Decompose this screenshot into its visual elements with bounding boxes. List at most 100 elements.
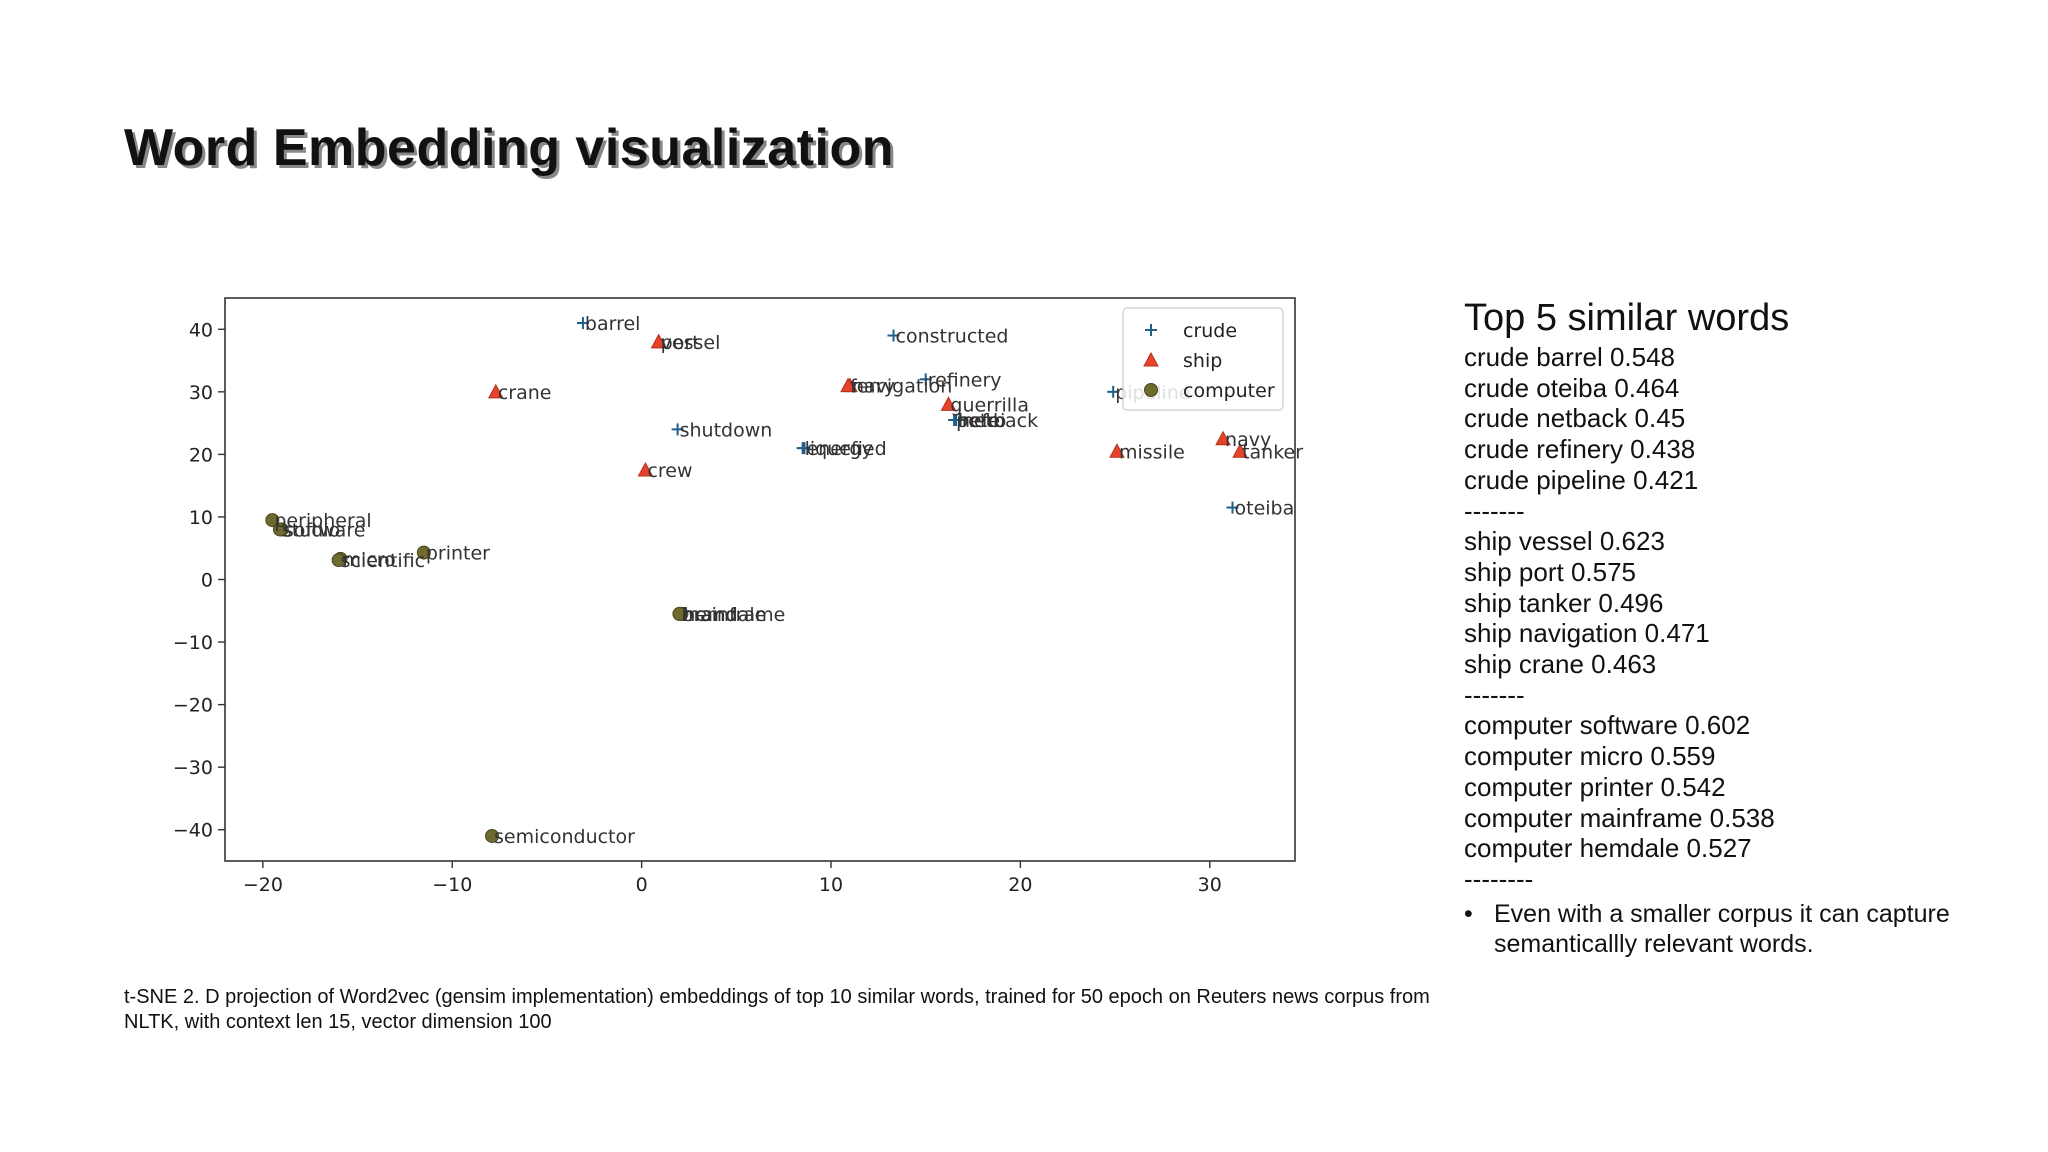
computer-legend-marker bbox=[1144, 383, 1158, 397]
crude-point bbox=[671, 423, 684, 436]
crude-point bbox=[576, 317, 589, 330]
y-tick-label: 10 bbox=[189, 507, 213, 529]
point-label: navy bbox=[1225, 429, 1271, 451]
legend: crude ship computer bbox=[1122, 307, 1284, 411]
ship-legend-marker bbox=[1143, 351, 1159, 367]
similar-words-panel: Top 5 similar words crude barrel 0.548 cr… bbox=[1464, 296, 2024, 960]
similarity-line: computer printer 0.542 bbox=[1464, 771, 1726, 802]
point-label: micro bbox=[343, 549, 396, 571]
point-label: vessel bbox=[661, 332, 721, 354]
point-label: hemdale bbox=[683, 604, 766, 626]
y-tick-label: −30 bbox=[173, 757, 213, 779]
y-tick-label: 30 bbox=[189, 382, 213, 404]
point-label: constructed bbox=[896, 326, 1009, 348]
separator-line: ------- bbox=[1464, 679, 1525, 710]
legend-entry: computer bbox=[1183, 380, 1275, 402]
point-label: missile bbox=[1119, 441, 1185, 463]
computer-point bbox=[272, 522, 287, 537]
point-label: oteiba bbox=[1235, 498, 1295, 520]
similar-words-list: crude barrel 0.548 crude oteiba 0.464 crud… bbox=[1464, 342, 2024, 895]
panel-heading: Top 5 similar words bbox=[1464, 297, 1790, 339]
y-tick-label: −20 bbox=[173, 695, 213, 717]
x-tick-label: 20 bbox=[1008, 874, 1032, 896]
ship-point bbox=[1215, 430, 1231, 446]
similarity-line: crude refinery 0.438 bbox=[1464, 434, 1696, 465]
note-text: Even with a smaller corpus it can captur… bbox=[1494, 899, 1950, 959]
ship-point bbox=[1232, 443, 1248, 458]
x-tick-label: 10 bbox=[819, 874, 843, 896]
y-tick-label: 20 bbox=[189, 444, 213, 466]
crude-point bbox=[1107, 385, 1120, 398]
point-label: crane bbox=[498, 382, 552, 404]
y-tick-label: −40 bbox=[173, 820, 213, 842]
point-label: software bbox=[284, 519, 366, 541]
point-label: mainframe bbox=[682, 604, 786, 626]
ship-point bbox=[637, 461, 654, 477]
similarity-line: ship port 0.575 bbox=[1464, 556, 1637, 587]
point-label: netback bbox=[962, 410, 1038, 432]
similarity-line: crude pipeline 0.421 bbox=[1464, 464, 1699, 495]
x-tick-label: 30 bbox=[1198, 874, 1222, 896]
point-label: petro bbox=[956, 410, 1006, 432]
point-label: semiconductor bbox=[494, 826, 635, 848]
similarity-line: crude barrel 0.548 bbox=[1464, 342, 1676, 372]
crude-point bbox=[919, 373, 932, 386]
point-label: liquefied bbox=[805, 438, 887, 460]
crude-point bbox=[1226, 501, 1239, 514]
similarity-line: computer hemdale 0.527 bbox=[1464, 833, 1752, 864]
computer-point bbox=[265, 513, 280, 528]
similarity-line: crude oteiba 0.464 bbox=[1464, 372, 1680, 403]
point-label: studio bbox=[282, 519, 340, 541]
ship-point bbox=[1109, 443, 1125, 458]
figure-caption: t-SNE 2. D projection of Word2vec (gensi… bbox=[124, 986, 1430, 1033]
slide-title: Word Embedding visualization bbox=[124, 119, 894, 177]
y-tick-label: 40 bbox=[189, 319, 213, 341]
x-tick-label: −10 bbox=[432, 874, 472, 896]
tsne-scatter-chart: −20 −10 0 10 20 30 40 30 20 10 0 −10 −20 −30 −40 barre… bbox=[173, 297, 1303, 896]
computer-point bbox=[485, 828, 500, 843]
similarity-line: computer software 0.602 bbox=[1464, 710, 1751, 741]
legend-entry: ship bbox=[1183, 350, 1222, 372]
legend-entry: crude bbox=[1183, 320, 1237, 342]
crude-legend-marker bbox=[1145, 324, 1157, 336]
point-label: guerrilla bbox=[950, 394, 1029, 416]
separator-line: -------- bbox=[1464, 863, 1534, 894]
point-label: port bbox=[661, 332, 700, 354]
similarity-line: computer micro 0.559 bbox=[1464, 741, 1716, 772]
similarity-line: ship navigation 0.471 bbox=[1464, 618, 1710, 649]
note-bullet: • Even with a smaller corpus it can capt… bbox=[1464, 899, 2024, 960]
similarity-line: crude netback 0.45 bbox=[1464, 403, 1686, 434]
point-label: navigation bbox=[852, 376, 952, 398]
point-label: refinery bbox=[928, 369, 1002, 391]
point-label: hefei bbox=[958, 410, 1005, 432]
point-label: scientific bbox=[341, 550, 426, 572]
ship-point bbox=[650, 333, 667, 349]
ship-point bbox=[487, 383, 504, 399]
data-points bbox=[265, 317, 1248, 843]
computer-point bbox=[416, 545, 431, 560]
crude-point bbox=[948, 413, 961, 426]
crude-point bbox=[798, 442, 811, 455]
bullet-dot: • bbox=[1464, 899, 1473, 928]
y-tick-label: −10 bbox=[173, 632, 213, 654]
crude-point bbox=[887, 329, 900, 342]
axis-ticks: −20 −10 0 10 20 30 40 30 20 10 0 −10 −20 −30 −40 bbox=[173, 319, 1222, 896]
similarity-line: ship vessel 0.623 bbox=[1464, 526, 1665, 557]
point-label: tanker bbox=[1242, 441, 1303, 463]
point-label: energy bbox=[807, 438, 873, 460]
separator-line: ------- bbox=[1464, 495, 1525, 526]
legend-box bbox=[1122, 307, 1284, 411]
point-label: brand bbox=[682, 604, 738, 626]
point-label: barrel bbox=[585, 313, 641, 335]
similarity-line: computer mainframe 0.538 bbox=[1464, 802, 1775, 833]
point-label: shutdown bbox=[680, 419, 773, 441]
point-label: printer bbox=[426, 543, 490, 565]
ship-point bbox=[840, 377, 856, 393]
computer-point bbox=[331, 553, 346, 568]
similarity-line: ship tanker 0.496 bbox=[1464, 587, 1664, 618]
point-label: ferry bbox=[850, 376, 895, 398]
point-label: crew bbox=[647, 460, 692, 482]
ship-point bbox=[940, 396, 957, 411]
point-label: peripheral bbox=[274, 510, 371, 532]
y-tick-label: 0 bbox=[201, 570, 213, 592]
